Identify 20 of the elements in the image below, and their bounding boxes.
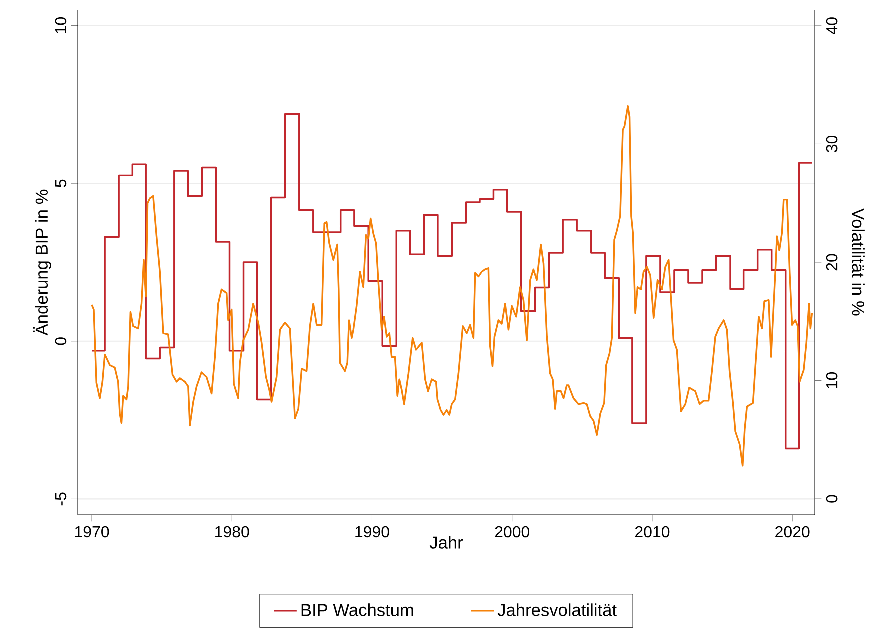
y-axis-title: Änderung BIP in %	[33, 190, 52, 336]
legend-label: Jahresvolatilität	[498, 604, 617, 616]
x-tick-label: 1970	[75, 526, 110, 538]
x-tick-label: 1990	[356, 526, 390, 538]
y2-tick-label: 0	[826, 495, 838, 503]
y-tick-label: 10	[55, 17, 67, 34]
x-tick-label: 2000	[495, 526, 530, 538]
y-tick-label: 5	[55, 180, 67, 188]
y2-tick-label: 10	[826, 372, 838, 388]
x-axis-title: Jahr	[430, 536, 464, 549]
y2-axis-title: Volatilität in %	[852, 208, 865, 316]
y-tick-label: 0	[55, 338, 67, 346]
x-tick-label: 2020	[776, 526, 810, 538]
y2-tick-label: 40	[826, 18, 838, 34]
y2-tick-label: 20	[826, 254, 838, 271]
x-tick-label: 1980	[216, 526, 250, 538]
y-tick-label: -5	[55, 492, 67, 506]
legend-label: BIP Wachstum	[302, 604, 414, 616]
x-tick-label: 2010	[635, 526, 670, 538]
y2-tick-label: 30	[826, 136, 838, 153]
